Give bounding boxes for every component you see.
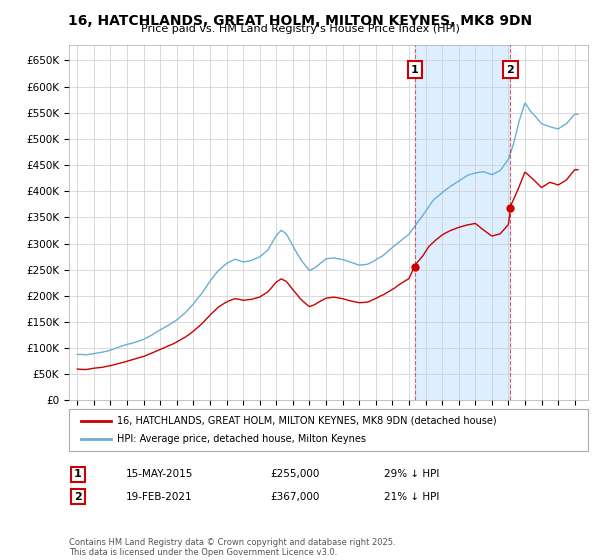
Text: 16, HATCHLANDS, GREAT HOLM, MILTON KEYNES, MK8 9DN (detached house): 16, HATCHLANDS, GREAT HOLM, MILTON KEYNE… [117, 416, 497, 426]
Text: 15-MAY-2015: 15-MAY-2015 [126, 469, 193, 479]
Text: 29% ↓ HPI: 29% ↓ HPI [384, 469, 439, 479]
Text: 1: 1 [411, 65, 419, 74]
Text: HPI: Average price, detached house, Milton Keynes: HPI: Average price, detached house, Milt… [117, 434, 366, 444]
Text: £367,000: £367,000 [270, 492, 319, 502]
Bar [415, 45, 511, 400]
Text: 2: 2 [506, 65, 514, 74]
Text: 16, HATCHLANDS, GREAT HOLM, MILTON KEYNES, MK8 9DN: 16, HATCHLANDS, GREAT HOLM, MILTON KEYNE… [68, 14, 532, 28]
Text: Contains HM Land Registry data © Crown copyright and database right 2025.
This d: Contains HM Land Registry data © Crown c… [69, 538, 395, 557]
Text: £255,000: £255,000 [270, 469, 319, 479]
Text: 1: 1 [74, 469, 82, 479]
Text: 21% ↓ HPI: 21% ↓ HPI [384, 492, 439, 502]
Text: 2: 2 [74, 492, 82, 502]
Text: Price paid vs. HM Land Registry's House Price Index (HPI): Price paid vs. HM Land Registry's House … [140, 24, 460, 34]
Text: 19-FEB-2021: 19-FEB-2021 [126, 492, 193, 502]
